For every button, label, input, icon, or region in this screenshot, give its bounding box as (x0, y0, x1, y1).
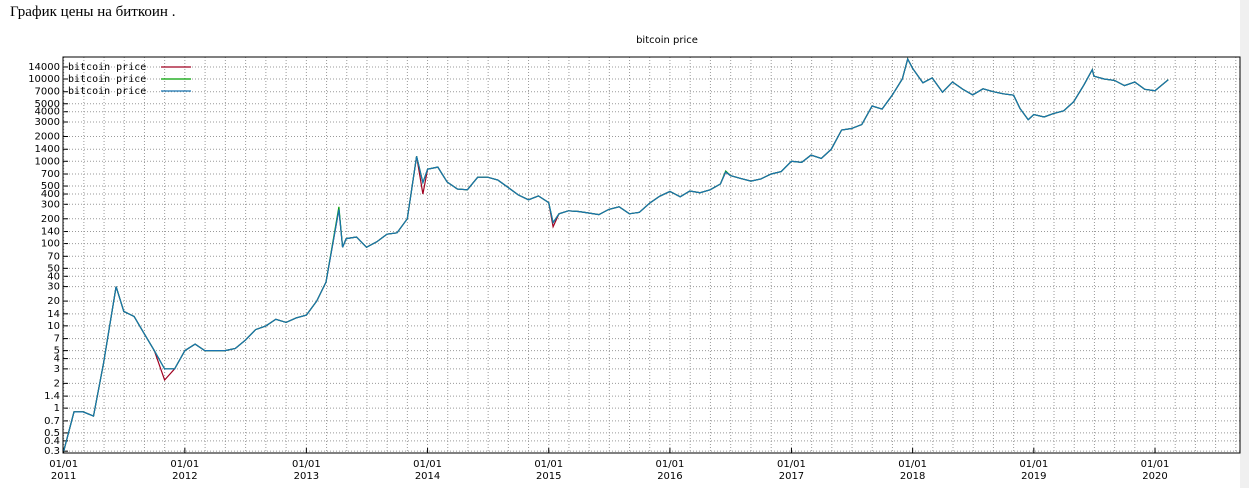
y-tick-label: 200 (41, 214, 60, 225)
y-tick-label: 0.5 (44, 428, 60, 439)
price-line (63, 57, 1169, 452)
y-tick-label: 20 (47, 296, 60, 307)
y-tick-label: 7 (54, 334, 60, 345)
legend-label: bitcoin price (68, 62, 146, 73)
chart-title: bitcoin price (636, 35, 698, 46)
y-tick-label: 2000 (35, 132, 60, 143)
y-tick-label: 70 (47, 251, 60, 262)
x-tick-label: 01/01 2012 (170, 459, 199, 482)
x-tick-label: 01/01 2015 (534, 459, 563, 482)
y-tick-label: 0.4 (44, 436, 60, 447)
price-line (63, 57, 1169, 452)
page-title: График цены на биткоин . (10, 4, 176, 20)
price-line (63, 57, 1169, 452)
y-tick-label: 500 (41, 181, 60, 192)
x-tick-label: 01/01 2013 (292, 459, 321, 482)
y-tick-label: 400 (41, 189, 60, 200)
y-tick-label: 4 (54, 354, 60, 365)
y-tick-label: 3 (54, 364, 60, 375)
plot-frame (62, 56, 1241, 454)
x-tick-label: 01/01 2018 (898, 459, 927, 482)
y-tick-label: 0.7 (44, 416, 60, 427)
y-tick-label: 1400 (35, 144, 60, 155)
y-tick-label: 40 (47, 271, 60, 282)
x-tick-label: 01/01 2017 (777, 459, 806, 482)
y-tick-label: 1.4 (44, 391, 60, 402)
y-tick-label: 7000 (35, 87, 60, 98)
y-tick-label: 100 (41, 239, 60, 250)
legend-label: bitcoin price (68, 86, 146, 97)
x-tick-label: 01/01 2020 (1141, 459, 1170, 482)
y-tick-label: 30 (47, 282, 60, 293)
y-tick-label: 300 (41, 199, 60, 210)
legend-label: bitcoin price (68, 74, 146, 85)
y-tick-label: 10 (47, 321, 60, 332)
y-tick-label: 1000 (35, 156, 60, 167)
y-tick-label: 3000 (35, 117, 60, 128)
y-tick-label: 14 (47, 309, 60, 320)
y-tick-label: 4000 (35, 107, 60, 118)
y-tick-label: 50 (47, 263, 60, 274)
scrollbar (1240, 0, 1249, 488)
x-tick-label: 01/01 2011 (49, 459, 78, 482)
y-tick-label: 10000 (28, 74, 60, 85)
y-tick-label: 2 (54, 378, 60, 389)
y-tick-label: 700 (41, 169, 60, 180)
y-tick-label: 5 (54, 346, 60, 357)
x-tick-label: 01/01 2019 (1019, 459, 1048, 482)
y-tick-label: 140 (41, 227, 60, 238)
y-tick-label: 5000 (35, 99, 60, 110)
x-tick-label: 01/01 2016 (656, 459, 685, 482)
x-tick-label: 01/01 2014 (413, 459, 442, 482)
y-tick-label: 1 (54, 403, 60, 414)
y-tick-label: 14000 (28, 62, 60, 73)
y-tick-label: 0.3 (44, 446, 60, 457)
